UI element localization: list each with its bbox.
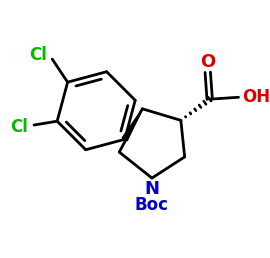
Text: N: N (144, 180, 160, 198)
Text: Cl: Cl (10, 118, 28, 136)
Text: Cl: Cl (29, 46, 47, 64)
Text: OH: OH (242, 88, 270, 106)
Polygon shape (122, 109, 142, 141)
Text: Boc: Boc (135, 196, 169, 214)
Text: O: O (200, 53, 215, 71)
